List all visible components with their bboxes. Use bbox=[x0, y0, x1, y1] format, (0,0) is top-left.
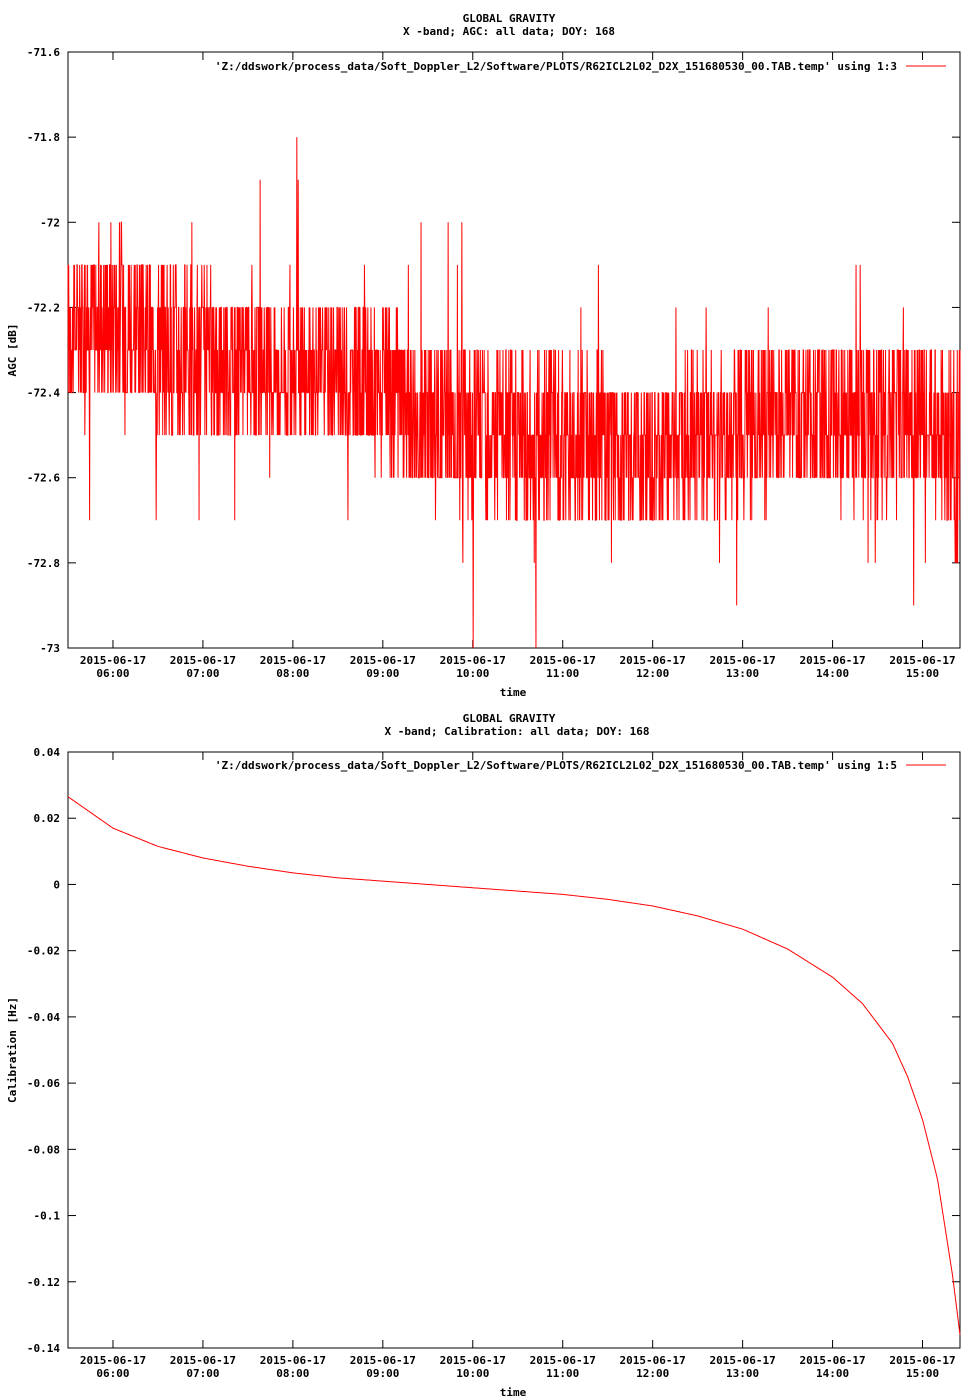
x-tick-time-label: 08:00 bbox=[276, 667, 309, 680]
y-tick-label: -73 bbox=[40, 642, 60, 655]
y-tick-label: -0.02 bbox=[27, 945, 60, 958]
agc-chart-title: GLOBAL GRAVITY bbox=[463, 12, 556, 25]
x-tick-date-label: 2015-06-17 bbox=[350, 654, 416, 667]
x-tick-date-label: 2015-06-17 bbox=[260, 1354, 326, 1367]
agc-y-axis-label: AGC [dB] bbox=[6, 324, 19, 377]
x-tick-date-label: 2015-06-17 bbox=[710, 1354, 776, 1367]
x-tick-date-label: 2015-06-17 bbox=[799, 654, 865, 667]
y-tick-label: 0 bbox=[53, 878, 60, 891]
x-tick-time-label: 15:00 bbox=[906, 667, 939, 680]
x-tick-date-label: 2015-06-17 bbox=[530, 654, 596, 667]
agc-chart: GLOBAL GRAVITY X -band; AGC: all data; D… bbox=[6, 12, 961, 699]
x-tick-time-label: 14:00 bbox=[816, 1367, 849, 1380]
x-tick-time-label: 13:00 bbox=[726, 1367, 759, 1380]
calibration-plot-area bbox=[67, 796, 961, 1335]
x-tick-time-label: 11:00 bbox=[546, 1367, 579, 1380]
series-line bbox=[67, 137, 961, 649]
y-tick-label: -0.04 bbox=[27, 1011, 60, 1024]
x-tick-date-label: 2015-06-17 bbox=[889, 1354, 955, 1367]
y-tick-label: -71.8 bbox=[27, 131, 60, 144]
calibration-legend: 'Z:/ddswork/process_data/Soft_Doppler_L2… bbox=[215, 759, 946, 772]
y-tick-label: -72 bbox=[40, 216, 60, 229]
x-tick-time-label: 10:00 bbox=[456, 667, 489, 680]
calibration-chart-title: GLOBAL GRAVITY bbox=[463, 712, 556, 725]
x-tick-time-label: 08:00 bbox=[276, 1367, 309, 1380]
y-tick-label: -72.8 bbox=[27, 557, 60, 570]
x-tick-date-label: 2015-06-17 bbox=[170, 1354, 236, 1367]
x-tick-date-label: 2015-06-17 bbox=[80, 654, 146, 667]
y-tick-label: -0.12 bbox=[27, 1276, 60, 1289]
x-tick-time-label: 09:00 bbox=[366, 1367, 399, 1380]
x-tick-time-label: 10:00 bbox=[456, 1367, 489, 1380]
x-tick-date-label: 2015-06-17 bbox=[440, 1354, 506, 1367]
y-tick-label: -72.4 bbox=[27, 387, 60, 400]
x-tick-time-label: 12:00 bbox=[636, 667, 669, 680]
agc-chart-subtitle: X -band; AGC: all data; DOY: 168 bbox=[403, 25, 615, 38]
calibration-chart-subtitle: X -band; Calibration: all data; DOY: 168 bbox=[385, 725, 650, 738]
x-tick-time-label: 13:00 bbox=[726, 667, 759, 680]
x-tick-time-label: 11:00 bbox=[546, 667, 579, 680]
y-tick-label: -0.14 bbox=[27, 1342, 60, 1355]
x-tick-date-label: 2015-06-17 bbox=[440, 654, 506, 667]
x-tick-date-label: 2015-06-17 bbox=[170, 654, 236, 667]
x-tick-date-label: 2015-06-17 bbox=[260, 654, 326, 667]
x-tick-date-label: 2015-06-17 bbox=[620, 654, 686, 667]
calibration-axes: 0.04 0.02 0 -0.02 -0.04 -0.06 -0.08 -0.1 -0.12 -0… bbox=[27, 746, 961, 1380]
agc-x-axis-label: time bbox=[500, 686, 527, 699]
agc-legend: 'Z:/ddswork/process_data/Soft_Doppler_L2… bbox=[215, 60, 946, 73]
calibration-chart: GLOBAL GRAVITY X -band; Calibration: all… bbox=[6, 712, 961, 1399]
agc-axes: -71.6 -71.8 -72 -72.2 -72.4 -72.6 -72.8 -73 2015… bbox=[27, 46, 961, 680]
agc-plot-area bbox=[67, 137, 961, 649]
x-tick-date-label: 2015-06-17 bbox=[710, 654, 776, 667]
agc-legend-label: 'Z:/ddswork/process_data/Soft_Doppler_L2… bbox=[215, 60, 897, 73]
y-tick-label: -0.06 bbox=[27, 1077, 60, 1090]
calibration-legend-label: 'Z:/ddswork/process_data/Soft_Doppler_L2… bbox=[215, 759, 897, 772]
y-tick-label: 0.02 bbox=[34, 812, 61, 825]
x-tick-time-label: 06:00 bbox=[96, 667, 129, 680]
y-tick-label: -72.2 bbox=[27, 301, 60, 314]
x-tick-time-label: 07:00 bbox=[186, 1367, 219, 1380]
x-tick-date-label: 2015-06-17 bbox=[799, 1354, 865, 1367]
x-tick-time-label: 09:00 bbox=[366, 667, 399, 680]
x-tick-time-label: 12:00 bbox=[636, 1367, 669, 1380]
plot-frame bbox=[67, 751, 961, 1349]
x-tick-time-label: 14:00 bbox=[816, 667, 849, 680]
x-tick-date-label: 2015-06-17 bbox=[889, 654, 955, 667]
x-tick-date-label: 2015-06-17 bbox=[80, 1354, 146, 1367]
calibration-y-axis-label: Calibration [Hz] bbox=[6, 997, 19, 1103]
x-tick-time-label: 06:00 bbox=[96, 1367, 129, 1380]
x-tick-time-label: 15:00 bbox=[906, 1367, 939, 1380]
y-tick-label: 0.04 bbox=[34, 746, 61, 759]
y-tick-label: -0.08 bbox=[27, 1143, 60, 1156]
x-tick-date-label: 2015-06-17 bbox=[530, 1354, 596, 1367]
y-tick-label: -0.1 bbox=[34, 1210, 61, 1223]
series-line bbox=[67, 796, 961, 1335]
x-tick-date-label: 2015-06-17 bbox=[350, 1354, 416, 1367]
x-tick-time-label: 07:00 bbox=[186, 667, 219, 680]
calibration-x-axis-label: time bbox=[500, 1386, 527, 1399]
x-tick-date-label: 2015-06-17 bbox=[620, 1354, 686, 1367]
y-tick-label: -72.6 bbox=[27, 472, 60, 485]
y-tick-label: -71.6 bbox=[27, 46, 60, 59]
